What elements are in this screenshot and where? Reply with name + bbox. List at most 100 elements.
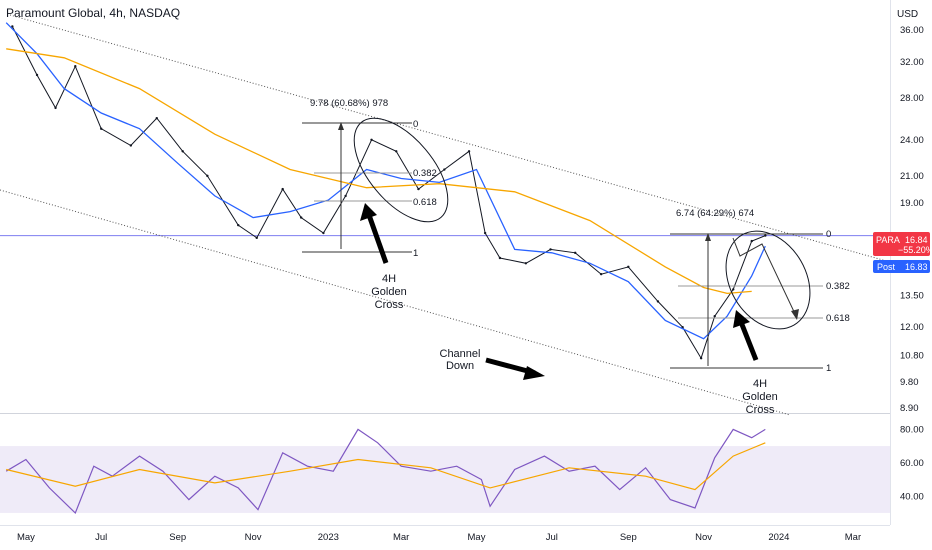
price-point [299, 216, 303, 219]
price-point [524, 262, 528, 265]
arrow-golden-cross-left[interactable] [360, 203, 389, 264]
price-point [417, 187, 420, 191]
price-point [627, 265, 630, 269]
price-tick-label: 10.80 [900, 351, 924, 362]
time-tick-label: Nov [695, 532, 712, 543]
rsi-band [0, 446, 890, 513]
price-point [100, 127, 103, 130]
price-point [344, 194, 347, 198]
time-tick-label: 2023 [318, 532, 339, 543]
rsi-tick-label: 40.00 [900, 491, 924, 502]
currency-label[interactable]: USD [897, 9, 919, 20]
price-point [54, 106, 57, 110]
channel-upper-line[interactable] [9, 14, 891, 263]
arrow-channel-down[interactable] [485, 357, 545, 380]
price-point [281, 187, 284, 191]
price-point [395, 150, 398, 153]
price-point [483, 231, 487, 235]
symbol-ticker: PARA [876, 235, 900, 245]
post-label: Post [877, 262, 896, 272]
price-point [237, 223, 240, 227]
chart-title: Paramount Global, 4h, NASDAQ [6, 6, 181, 20]
price-point [498, 256, 502, 260]
price-point [74, 65, 77, 68]
symbol-change: −55.20% [898, 245, 932, 255]
price-point [549, 248, 552, 251]
symbol-badge: PARA 16.84 −55.20% [873, 232, 932, 256]
fib-right-level-0618: 0.618 [826, 313, 850, 324]
time-tick-label: Jul [546, 532, 558, 543]
time-tick-label: Nov [245, 532, 262, 543]
price-point [322, 231, 325, 235]
time-tick-label: Mar [393, 532, 409, 543]
series-line-2[interactable] [6, 48, 752, 295]
channel-lower-line[interactable] [0, 189, 791, 416]
rsi-axis[interactable]: 80.00 60.00 40.00 [900, 424, 924, 502]
time-tick-label: Sep [169, 532, 186, 543]
rsi-line-1[interactable] [6, 442, 766, 491]
price-point [35, 73, 39, 77]
time-tick-label: Jul [95, 532, 107, 543]
price-point [750, 239, 753, 243]
projection-path [732, 237, 798, 319]
price-point [599, 272, 603, 276]
fib-left-level-0: 0 [413, 119, 418, 130]
price-tick-label: 12.00 [900, 322, 924, 333]
price-point [574, 251, 577, 255]
price-tick-label: 13.50 [900, 290, 924, 301]
post-price: 16.83 [905, 262, 928, 272]
price-point [443, 168, 446, 171]
fib-left-level-1: 1 [413, 248, 418, 259]
price-point [764, 234, 767, 237]
fib-right-level-1: 1 [826, 363, 831, 374]
note-channel-down: Channel Down [440, 348, 481, 372]
price-axis[interactable]: 36.0032.0028.0024.0021.0019.0016.5013.50… [900, 25, 924, 414]
rsi-line-0[interactable] [5, 428, 766, 515]
series-line-1[interactable] [5, 22, 766, 340]
price-tick-label: 21.00 [900, 171, 924, 182]
fib-right-level-0: 0 [826, 229, 831, 240]
fib-left-level-0618: 0.618 [413, 197, 437, 208]
fib-left-level-0382: 0.382 [413, 168, 437, 179]
price-tick-label: 24.00 [900, 135, 924, 146]
fib-right-level-0382: 0.382 [826, 281, 850, 292]
rsi-tick-label: 60.00 [900, 458, 924, 469]
time-tick-label: May [468, 532, 486, 543]
time-tick-label: Sep [620, 532, 637, 543]
price-point [732, 288, 735, 291]
fib-left-header: 9.78 (60.68%) 978 [310, 98, 388, 109]
price-point [699, 356, 703, 360]
time-axis[interactable]: May Jul Sep Nov 2023 Mar May Jul Sep Nov 2024 Mar [17, 532, 861, 543]
price-point [155, 116, 158, 120]
price-tick-label: 36.00 [900, 25, 924, 36]
price-tick-label: 8.90 [900, 403, 919, 414]
time-tick-label: May [17, 532, 35, 543]
time-tick-label: Mar [845, 532, 861, 543]
price-tick-label: 32.00 [900, 57, 924, 68]
price-point [656, 300, 660, 303]
fib-right-header: 6.74 (64.29%) 674 [676, 208, 754, 219]
price-point [370, 138, 373, 141]
fib-left[interactable]: 9.78 (60.68%) 978 0 0.382 0.618 1 [302, 98, 465, 259]
note-golden-cross-left: 4H Golden Cross [371, 273, 406, 311]
rsi-tick-label: 80.00 [900, 424, 924, 435]
price-point [255, 236, 258, 240]
price-tick-label: 19.00 [900, 198, 924, 209]
price-point [713, 314, 716, 318]
price-series [5, 22, 767, 360]
symbol-price: 16.84 [905, 235, 928, 245]
time-tick-label: 2024 [768, 532, 789, 543]
price-point [129, 144, 133, 147]
note-golden-cross-right: 4H Golden Cross [742, 378, 777, 416]
fib-right-ellipse [725, 230, 811, 330]
arrow-golden-cross-right[interactable] [733, 310, 759, 361]
price-tick-label: 28.00 [900, 93, 924, 104]
price-point [206, 174, 209, 178]
price-point [11, 25, 14, 28]
price-tick-label: 9.80 [900, 377, 919, 388]
rsi-series [5, 428, 766, 515]
price-point [181, 150, 184, 153]
price-point [467, 150, 471, 153]
fib-right[interactable]: 6.74 (64.29%) 674 0 0.382 0.618 1 [670, 208, 850, 374]
